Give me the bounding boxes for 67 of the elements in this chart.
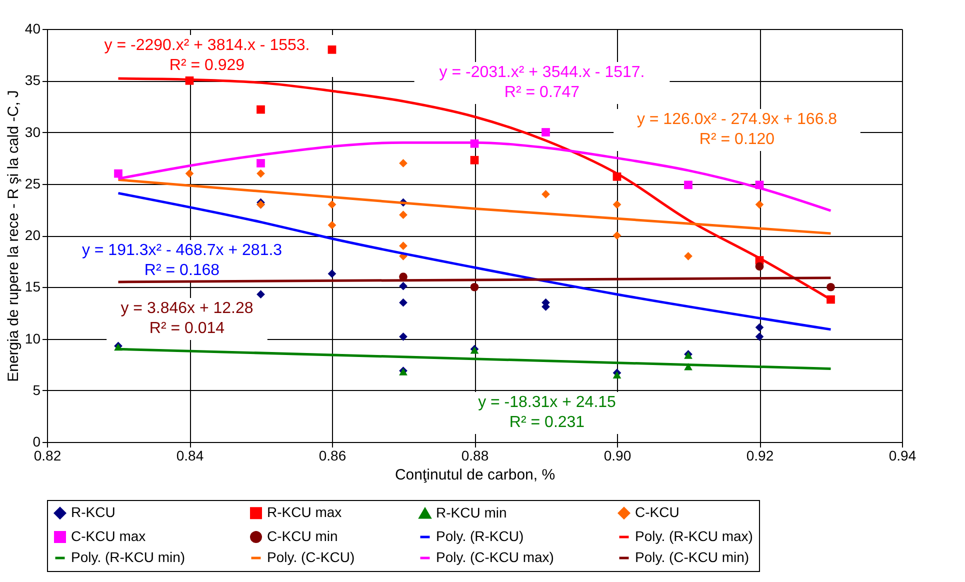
legend-label: Poly. (C-KCU min) (635, 549, 750, 565)
point (399, 282, 408, 290)
point (755, 323, 764, 332)
legend-label: C-KCU (635, 504, 680, 520)
y-tick-label: 10 (24, 330, 41, 346)
point (612, 231, 622, 240)
point (684, 252, 692, 260)
point (328, 45, 336, 54)
point (399, 298, 408, 307)
x-axis-title: Conţinutul de carbon, % (394, 466, 556, 484)
annotation: y = 126.0x² - 274.9x + 166.8 R² = 0.120 (636, 111, 838, 148)
point (328, 220, 336, 230)
point (470, 156, 479, 164)
y-tick-label: 25 (24, 175, 41, 192)
point (256, 105, 265, 114)
legend-label: Poly. (C-KCU max) (436, 549, 554, 565)
point (328, 200, 336, 209)
point (328, 270, 336, 278)
point (684, 363, 692, 370)
point (542, 128, 550, 136)
legend-label: Poly. (R-KCU) (436, 528, 524, 544)
y-tick-label: 5 (32, 382, 41, 398)
point (114, 169, 122, 178)
x-tick-label: 0.84 (176, 448, 204, 464)
point (399, 332, 408, 341)
y-tick-label: 30 (24, 124, 41, 140)
point (755, 262, 764, 271)
point (755, 332, 764, 341)
point (256, 169, 265, 178)
legend-label: R-KCU min (436, 504, 507, 520)
legend-label: Poly. (R-KCU max) (635, 528, 753, 544)
point (542, 190, 550, 198)
legend-label: R-KCU (71, 504, 116, 520)
annotation: y = 191.3x² - 468.7x + 281.3 R² = 0.168 (82, 242, 282, 279)
x-tick-label: 0.86 (318, 448, 346, 464)
point (684, 180, 692, 190)
point (399, 159, 408, 168)
point (755, 200, 764, 209)
y-tick-label: 40 (24, 20, 41, 36)
point (612, 200, 622, 209)
annotation: y = -2031.x² + 3544.x - 1517. R² = 0.747 (439, 64, 645, 101)
y-tick-label: 20 (24, 227, 41, 243)
legend-label: C-KCU max (71, 528, 146, 544)
annotation: y = 3.846x + 12.28 R² = 0.014 (120, 300, 254, 337)
y-tick-label: 35 (24, 72, 41, 88)
y-axis-title: Energia de rupere la rece - R şi la cald -C, J (4, 90, 22, 382)
y-tick-label: 15 (24, 278, 41, 295)
x-tick-label: 0.82 (34, 448, 62, 464)
annotation: y = -2290.x² + 3814.x - 1553. R² = 0.929 (104, 37, 310, 74)
legend-label: R-KCU max (267, 504, 342, 520)
point (826, 282, 835, 292)
annotation: y = -18.31x + 24.15 R² = 0.231 (478, 394, 616, 431)
legend-label: C-KCU min (267, 528, 338, 544)
x-tick-label: 0.92 (746, 448, 774, 464)
x-tick-label: 0.94 (888, 448, 916, 464)
x-tick-label: 0.90 (604, 448, 632, 464)
point (185, 169, 194, 178)
point (612, 371, 622, 379)
x-tick-label: 0.88 (461, 448, 489, 464)
y-tick-label: 0 (32, 434, 41, 450)
legend-label: Poly. (C-KCU) (267, 549, 355, 565)
point (399, 242, 408, 250)
point (399, 210, 408, 220)
point (256, 159, 265, 168)
point (470, 282, 479, 292)
legend-label: Poly. (R-KCU min) (71, 549, 186, 565)
point (256, 290, 265, 299)
